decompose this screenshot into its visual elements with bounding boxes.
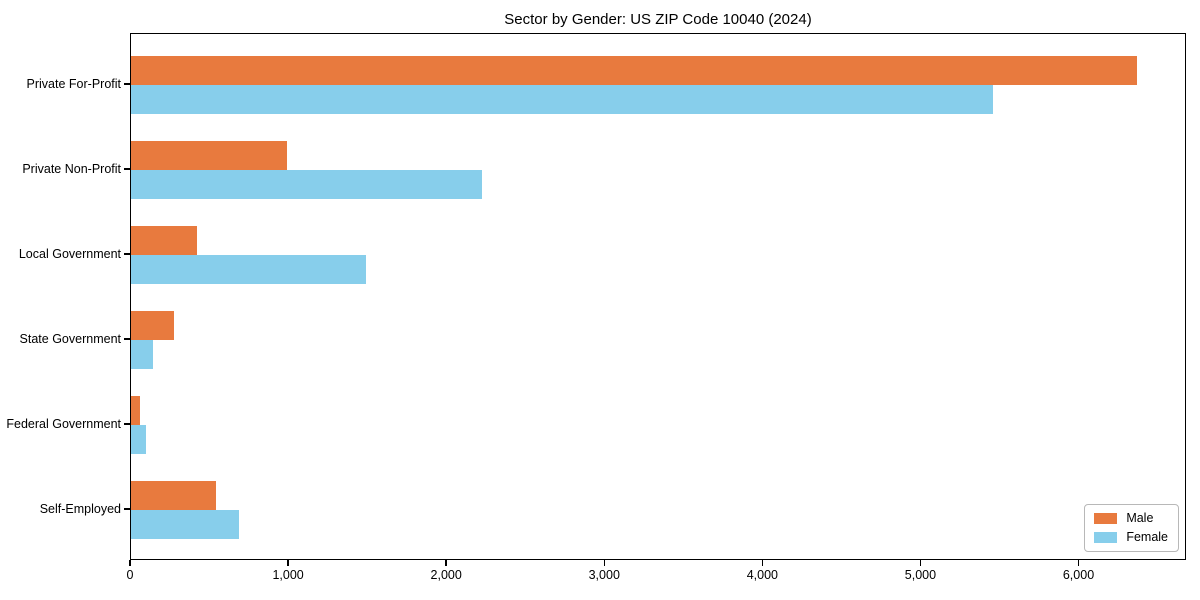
bar-female-1: [131, 85, 994, 114]
bar-group-2: [131, 141, 1185, 199]
bar-male-6: [131, 481, 217, 510]
y-tick-mark: [124, 253, 130, 255]
legend-item-male: Male: [1094, 512, 1168, 525]
bar-male-3: [131, 226, 198, 255]
legend: Male Female: [1084, 504, 1179, 552]
x-tick-mark: [603, 560, 605, 566]
x-tick-mark: [287, 560, 289, 566]
bar-group-1: [131, 56, 1185, 114]
y-tick-label-6: Self-Employed: [39, 502, 121, 516]
chart-title: Sector by Gender: US ZIP Code 10040 (202…: [504, 11, 812, 28]
x-tick-label-1,000: 1,000: [272, 568, 304, 582]
plot-area: Male Female: [130, 33, 1186, 560]
x-tick-label-4,000: 4,000: [746, 568, 778, 582]
x-tick-mark: [445, 560, 447, 566]
bar-female-2: [131, 170, 482, 199]
bar-male-1: [131, 56, 1138, 85]
y-tick-mark: [124, 168, 130, 170]
y-tick-label-2: Private Non-Profit: [22, 162, 121, 176]
female-swatch-icon: [1094, 532, 1118, 543]
bar-group-3: [131, 226, 1185, 284]
y-tick-mark: [124, 338, 130, 340]
male-swatch-icon: [1094, 513, 1118, 524]
y-tick-mark: [124, 83, 130, 85]
x-tick-label-2,000: 2,000: [430, 568, 462, 582]
y-tick-mark: [124, 423, 130, 425]
bar-female-4: [131, 340, 154, 369]
x-tick-label-0: 0: [126, 568, 134, 582]
bar-female-6: [131, 510, 240, 539]
x-tick-label-3,000: 3,000: [588, 568, 620, 582]
y-tick-label-1: Private For-Profit: [26, 77, 121, 91]
y-tick-label-5: Federal Government: [6, 417, 121, 431]
legend-label-male: Male: [1126, 511, 1154, 525]
bar-male-2: [131, 141, 287, 170]
x-tick-mark: [1077, 560, 1080, 566]
legend-label-female: Female: [1126, 530, 1168, 544]
y-tick-label-3: Local Government: [18, 247, 121, 261]
bar-female-3: [131, 255, 366, 284]
bar-female-5: [131, 425, 147, 454]
bar-male-4: [131, 311, 175, 340]
x-tick-mark: [919, 560, 922, 566]
y-tick-label-4: State Government: [19, 332, 121, 346]
legend-item-female: Female: [1094, 531, 1168, 544]
bar-group-5: [131, 396, 1185, 454]
bar-group-6: [131, 481, 1185, 539]
x-tick-mark: [129, 560, 131, 566]
bar-group-4: [131, 311, 1185, 369]
x-tick-mark: [761, 560, 764, 566]
bar-male-5: [131, 396, 141, 425]
x-tick-label-5,000: 5,000: [904, 568, 937, 582]
x-tick-label-6,000: 6,000: [1062, 568, 1095, 582]
y-tick-mark: [124, 508, 130, 510]
